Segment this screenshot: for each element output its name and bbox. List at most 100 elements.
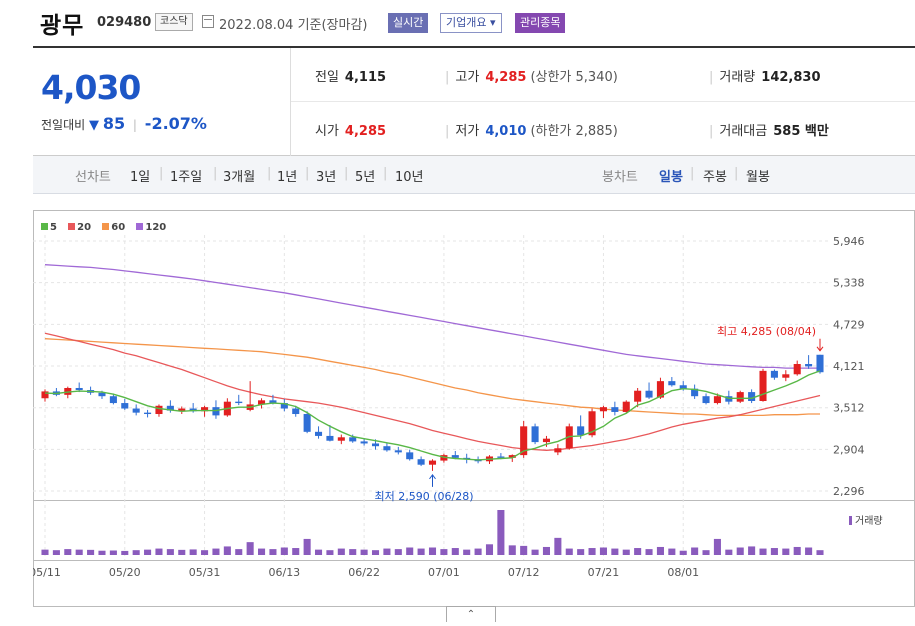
candle-body <box>258 400 266 405</box>
change-divider: | <box>132 118 137 132</box>
change-label: 전일대비 <box>41 118 86 132</box>
candle-body <box>406 452 414 460</box>
high-value: 4,285 <box>485 70 527 85</box>
volume-bar <box>770 548 778 555</box>
candlestick-chart: 5,946 5,338 4,729 4,121 3,512 2,904 2,296 05/11… <box>33 210 915 607</box>
volume-bar <box>64 549 72 555</box>
realtime-button[interactable]: 실시간 <box>388 13 429 33</box>
volume-bar <box>360 549 368 555</box>
candle-body <box>634 390 642 402</box>
cell-divider: | <box>709 70 714 85</box>
volume-bar <box>736 547 744 555</box>
x-tick-label: 07/21 <box>588 566 620 579</box>
volume-bar <box>748 546 756 555</box>
y-tick-label: 5,946 <box>833 235 865 248</box>
period-10y[interactable]: 10년 <box>395 170 424 185</box>
period-1w[interactable]: 1주일 <box>170 170 203 185</box>
volume-bar <box>303 538 311 555</box>
candle-weekly[interactable]: 주봉 <box>703 170 727 185</box>
low-price: | 저가 4,010 (하한가 2,885) <box>445 120 618 139</box>
candle-body <box>554 448 562 453</box>
volume-bar <box>201 550 209 555</box>
candle-body <box>782 374 790 378</box>
volume-bar <box>485 544 494 555</box>
period-divider: | <box>159 166 164 181</box>
y-tick-label: 3,512 <box>833 402 865 415</box>
volume-bar <box>565 548 573 555</box>
volume-bar <box>417 548 425 555</box>
stock-code: 029480 <box>97 15 152 30</box>
volume-bar <box>166 549 174 555</box>
volume-bar <box>246 542 254 555</box>
candle-body <box>531 426 539 443</box>
candle-body <box>497 456 505 458</box>
volume-bar <box>588 548 596 555</box>
prev-close: 전일 4,115 <box>315 66 386 85</box>
candle-body <box>132 408 140 413</box>
volume-bar <box>679 550 687 555</box>
prev-close-value: 4,115 <box>344 70 387 85</box>
volume-bar <box>121 550 129 555</box>
period-5y[interactable]: 5년 <box>355 170 376 185</box>
candle-body <box>702 396 710 404</box>
candle-body <box>679 385 687 389</box>
period-1d[interactable]: 1일 <box>130 170 151 185</box>
prev-close-label: 전일 <box>315 70 339 85</box>
candle-body <box>166 405 174 411</box>
period-divider: | <box>267 166 272 181</box>
volume-bar <box>531 549 539 555</box>
current-price: 4,030 <box>41 68 141 107</box>
volume-bar <box>463 549 471 555</box>
candle-body <box>577 426 585 436</box>
volume-bar <box>668 548 676 555</box>
candle-body <box>155 405 163 415</box>
line-chart-label: 선차트 <box>75 170 111 185</box>
candle-body <box>144 412 152 415</box>
ma20-line <box>44 332 821 451</box>
chart-frame <box>33 210 915 607</box>
period-divider: | <box>383 166 388 181</box>
volume-bar <box>132 550 140 555</box>
volume-bar <box>235 549 243 555</box>
volume-bar <box>41 549 49 555</box>
down-triangle-icon: ▼ <box>89 118 99 133</box>
volume-bar <box>622 549 630 555</box>
market-badge: 코스닥 <box>155 13 193 31</box>
volume-bar <box>155 548 163 555</box>
volume-bar <box>109 550 117 555</box>
lower-limit: (하한가 2,885) <box>530 124 618 139</box>
candle-daily[interactable]: 일봉 <box>659 170 683 185</box>
change-percent: -2.07% <box>144 114 207 133</box>
period-3y[interactable]: 3년 <box>316 170 337 185</box>
x-tick-label: 07/12 <box>508 566 540 579</box>
volume-bar <box>326 550 334 555</box>
candle-body <box>280 403 288 409</box>
y-tick-label: 2,904 <box>833 443 865 456</box>
volume-bar <box>599 547 607 555</box>
volume-bar <box>702 550 710 555</box>
ma5-line <box>44 370 821 461</box>
volume-bar <box>52 550 60 555</box>
candle-body <box>770 370 778 378</box>
chart-collapse-button[interactable]: ⌃ <box>446 606 496 622</box>
y-tick-label: 5,338 <box>833 277 865 290</box>
high-price: | 고가 4,285 (상한가 5,340) <box>445 66 618 85</box>
x-tick-label: 05/31 <box>189 566 221 579</box>
low-value: 4,010 <box>485 124 527 139</box>
period-1y[interactable]: 1년 <box>277 170 298 185</box>
volume-bar <box>577 549 585 555</box>
legend-ma5: 5 <box>41 222 57 233</box>
candle-body <box>736 392 744 402</box>
cell-divider: | <box>709 124 714 139</box>
period-3m[interactable]: 3개월 <box>223 170 256 185</box>
open-value: 4,285 <box>344 124 387 139</box>
upper-limit: (상한가 5,340) <box>530 70 618 85</box>
candle-monthly[interactable]: 월봉 <box>746 170 770 185</box>
volume-bar <box>805 547 813 555</box>
y-tick-label: 2,296 <box>833 485 865 498</box>
company-overview-dropdown[interactable]: 기업개요 ▾ <box>440 13 502 33</box>
candle-body <box>326 435 334 441</box>
volume-bar <box>656 546 664 555</box>
x-tick-label: 07/01 <box>428 566 460 579</box>
candle-body <box>201 407 209 412</box>
